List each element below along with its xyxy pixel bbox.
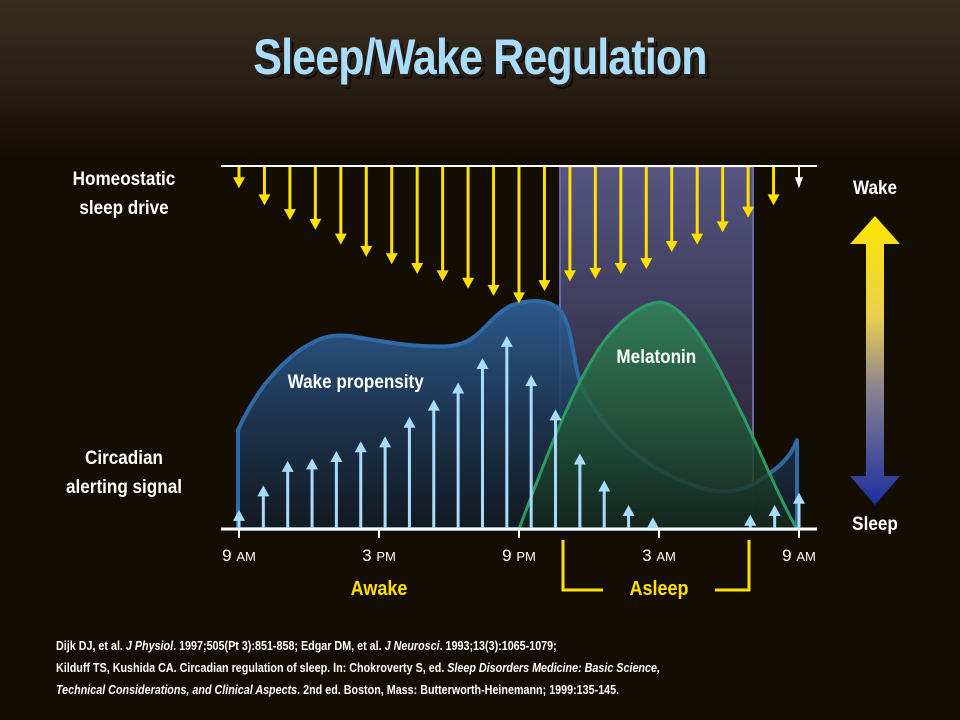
wake-propensity-label: Wake propensity (287, 372, 424, 393)
page-title: Sleep/Wake Regulation (253, 29, 707, 85)
wake-sleep-scale-arrow (850, 216, 900, 505)
alerting-signal-arrow (793, 492, 805, 528)
asleep-bracket (561, 540, 751, 592)
alerting-signal-arrow (354, 441, 367, 528)
reference-line: Dijk DJ, et al. J Physiol. 1997;505(Pt 3… (56, 639, 557, 653)
alerting-signal-arrow (549, 409, 562, 528)
melatonin-curve (517, 300, 799, 531)
sleep-drive-arrow (716, 167, 729, 233)
sleep-drive-arrow (742, 167, 755, 218)
references: Dijk DJ, et al. J Physiol. 1997;505(Pt 3… (56, 635, 660, 701)
alerting-signal-arrow (598, 480, 611, 528)
sleep-drive-arrow (513, 167, 525, 304)
x-axis-ticks (238, 529, 800, 538)
alerting-signal-arrow (622, 504, 635, 528)
alerting-signal-arrow (330, 451, 343, 528)
alerting-signal-arrow (306, 458, 319, 528)
sleep-drive-arrow (283, 167, 296, 221)
scale-sleep-label: Sleep (852, 514, 898, 535)
reference-line: Kilduff TS, Kushida CA. Circadian regula… (56, 661, 660, 675)
alerting-signal-arrow (500, 335, 513, 528)
homeostatic-sleep-drive-label: Homeostatic sleep drive (52, 165, 196, 223)
alerting-signal-arrow (744, 514, 757, 528)
sleep-drive-arrow (411, 167, 424, 274)
sleep-drive-arrow (614, 167, 627, 274)
sleep-drive-arrow (334, 167, 347, 245)
asleep-label: Asleep (629, 578, 689, 600)
awake-label: Awake (350, 578, 408, 600)
label-line: sleep drive (79, 198, 169, 219)
alerting-signal-arrow (281, 460, 294, 528)
alerting-signal-arrow (476, 357, 489, 528)
sleep-drive-arrow (640, 167, 653, 270)
alerting-signal-arrow (768, 504, 781, 528)
alerting-signal-arrow (573, 453, 586, 528)
circadian-alerting-signal-label: Circadian alerting signal (52, 444, 196, 502)
circadian-alerting-signal-arrows (233, 335, 805, 529)
sleep-drive-arrow (360, 167, 373, 257)
sleep-drive-arrow (589, 167, 602, 279)
sleep-drive-arrow (462, 167, 475, 289)
sleep-drive-arrow (691, 167, 704, 245)
scale-wake-label: Wake (852, 178, 898, 199)
melatonin-label: Melatonin (616, 347, 697, 368)
x-tick-3am: 3 AM (642, 546, 676, 565)
sleep-drive-arrow (487, 167, 500, 297)
alerting-signal-arrow (257, 485, 270, 528)
alerting-signal-arrow (233, 509, 245, 528)
sleep-drive-arrow (233, 167, 245, 189)
x-tick-9am-end: 9 AM (782, 546, 816, 565)
sleep-drive-arrow (563, 167, 576, 282)
label-line: alerting signal (66, 477, 182, 498)
label-line: Circadian (85, 448, 163, 469)
x-tick-9pm: 9 PM (502, 546, 536, 565)
alerting-signal-arrow (427, 399, 440, 528)
x-tick-9am-start: 9 AM (222, 546, 256, 565)
label-line: Homeostatic (72, 169, 176, 190)
sleep-drive-arrow (436, 167, 449, 282)
sleep-drive-arrow (665, 167, 678, 252)
alerting-signal-arrow (403, 416, 416, 528)
sleep-drive-arrow (538, 167, 551, 292)
x-tick-3pm: 3 PM (362, 546, 396, 565)
sleep-drive-arrow (258, 167, 271, 206)
reference-line: Technical Considerations, and Clinical A… (56, 683, 620, 697)
alerting-signal-arrow (452, 382, 465, 528)
alerting-signal-arrow (646, 517, 659, 529)
sleep-drive-arrow (795, 167, 803, 189)
alerting-signal-arrow (525, 375, 538, 528)
alerting-signal-arrow (379, 436, 392, 528)
sleep-drive-arrow (309, 167, 322, 230)
sleep-drive-arrow (385, 167, 398, 265)
sleep-drive-arrow (767, 167, 780, 206)
homeostatic-sleep-drive-arrows (233, 167, 803, 304)
